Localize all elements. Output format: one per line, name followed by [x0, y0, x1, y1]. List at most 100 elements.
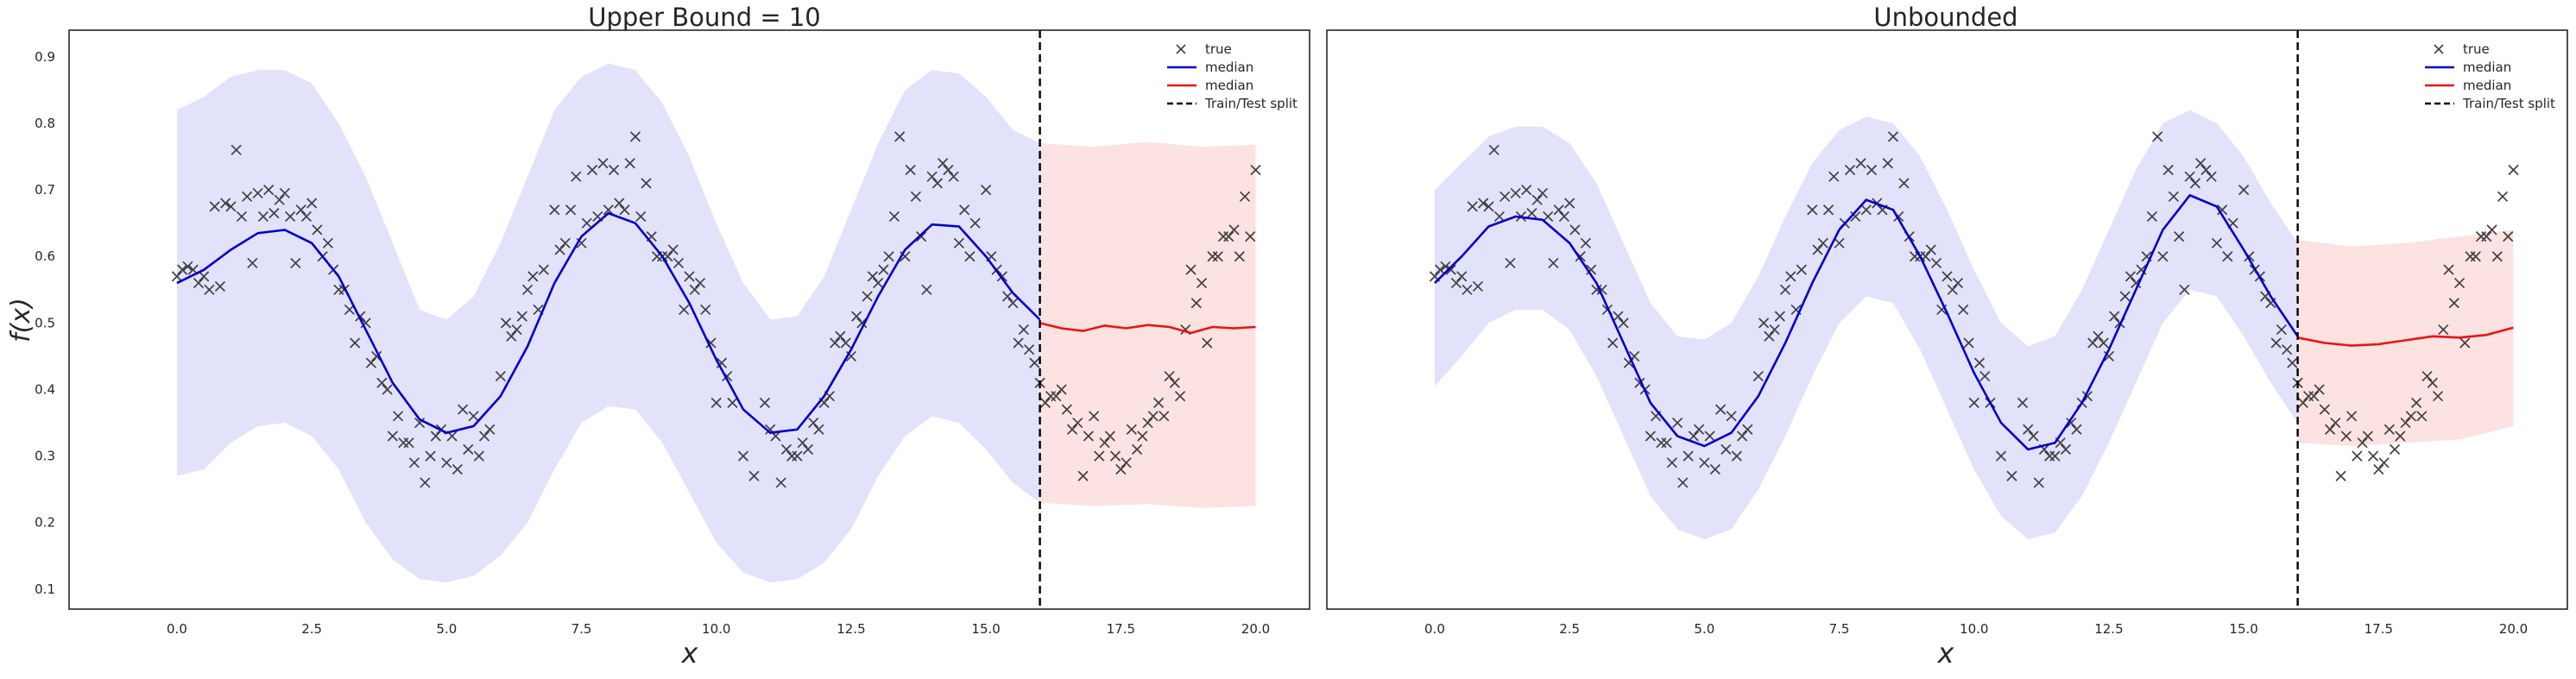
true-point-marker — [1822, 204, 1834, 216]
train-uncertainty-band — [177, 63, 1040, 583]
true-point-marker — [521, 284, 534, 295]
true-point-marker — [2098, 337, 2109, 349]
true-point-marker — [581, 217, 592, 229]
true-point-marker — [403, 437, 414, 449]
true-point-marker — [2238, 185, 2250, 196]
true-point-marker — [2486, 224, 2497, 236]
test-median-line — [2297, 326, 2514, 347]
x-axis-label: x — [681, 637, 699, 670]
true-point-marker — [684, 271, 695, 282]
true-point-marker — [468, 411, 479, 422]
true-point-marker — [1817, 237, 1828, 248]
true-point-marker — [614, 198, 625, 209]
true-point-marker — [549, 204, 560, 216]
true-point-marker — [780, 443, 792, 455]
y-tick-label: 0.6 — [35, 248, 55, 264]
true-point-marker — [679, 304, 690, 316]
chart-panel-upper-bound: Upper Bound = 10 0.0 2.5 5.0 7.5 10.0 12.5 15.… — [35, 3, 1310, 670]
true-point-marker — [414, 417, 426, 429]
true-point-marker — [1094, 450, 1105, 462]
true-point-marker — [1196, 277, 1208, 289]
true-point-marker — [1478, 198, 1489, 209]
true-point-marker — [1952, 277, 1964, 289]
true-point-marker — [2395, 431, 2406, 442]
true-point-marker — [1061, 404, 1072, 415]
true-point-marker — [1056, 384, 1067, 395]
true-point-marker — [2453, 277, 2466, 289]
true-point-marker — [830, 337, 841, 349]
true-point-marker — [322, 237, 333, 248]
true-point-marker — [1834, 237, 1845, 248]
true-point-marker — [931, 178, 944, 189]
true-point-marker — [257, 211, 269, 223]
true-point-marker — [1152, 397, 1165, 409]
true-point-marker — [2152, 131, 2163, 142]
true-point-marker — [2438, 324, 2449, 336]
true-point-marker — [948, 171, 959, 182]
true-point-marker — [759, 397, 771, 409]
true-point-marker — [1083, 431, 1094, 442]
true-point-marker — [2162, 164, 2174, 176]
true-point-marker — [1941, 271, 1953, 282]
true-point-marker — [2508, 164, 2519, 176]
true-point-marker — [1142, 417, 1153, 429]
true-point-marker — [268, 207, 280, 219]
true-point-marker — [1618, 317, 1629, 329]
true-point-marker — [2179, 284, 2190, 295]
true-point-marker — [1677, 477, 1689, 488]
true-point-marker — [1013, 337, 1024, 349]
legend-entry: true — [2434, 41, 2490, 57]
true-point-marker — [1174, 391, 1186, 402]
true-point-marker — [1887, 131, 1899, 142]
true-point-marker — [2168, 191, 2180, 202]
true-point-marker — [1131, 443, 1143, 455]
true-point-marker — [2287, 357, 2298, 368]
true-point-marker — [1137, 431, 1148, 442]
true-point-marker — [2297, 397, 2308, 409]
true-point-marker — [2157, 251, 2169, 262]
true-point-marker — [2389, 443, 2401, 455]
true-point-marker — [2125, 271, 2137, 282]
true-point-marker — [1850, 211, 1861, 223]
x-tick-label: 12.5 — [837, 621, 865, 637]
true-point-marker — [387, 431, 398, 442]
true-point-marker — [2087, 337, 2099, 349]
true-point-marker — [484, 424, 496, 435]
true-point-marker — [1731, 450, 1742, 462]
true-point-marker — [1202, 337, 1213, 349]
true-point-marker — [565, 204, 577, 216]
true-point-marker — [1947, 284, 1958, 295]
true-point-marker — [641, 178, 652, 189]
true-point-marker — [478, 431, 490, 442]
train-uncertainty-band — [1435, 110, 2298, 539]
true-point-marker — [252, 187, 263, 199]
true-point-marker — [2071, 424, 2082, 435]
true-point-marker — [1564, 198, 1575, 209]
true-point-marker — [905, 164, 916, 176]
true-point-marker — [1445, 264, 1456, 275]
x-tick-label: 10.0 — [1960, 621, 1988, 637]
true-point-marker — [1807, 204, 1818, 216]
true-point-marker — [2049, 450, 2061, 462]
true-point-marker — [2109, 311, 2120, 322]
true-point-marker — [242, 191, 253, 202]
true-point-marker — [279, 187, 291, 199]
true-point-marker — [2340, 431, 2352, 442]
y-tick-label: 0.9 — [35, 49, 55, 65]
true-point-marker — [608, 164, 620, 176]
true-point-marker — [511, 324, 522, 336]
train-median-line — [176, 211, 1041, 434]
true-point-marker — [1007, 298, 1019, 309]
legend-entry: Train/Test split — [1167, 96, 1297, 111]
true-point-marker — [554, 244, 565, 255]
true-point-marker — [425, 450, 436, 462]
true-point-marker — [862, 291, 873, 302]
true-point-marker — [959, 204, 970, 216]
true-point-marker — [1607, 337, 1619, 349]
y-axis-label: f(x) — [6, 298, 36, 343]
true-point-marker — [306, 198, 318, 209]
true-point-marker — [2066, 417, 2077, 429]
true-point-marker — [2362, 431, 2373, 442]
true-point-marker — [463, 443, 474, 455]
true-point-marker — [1051, 391, 1062, 402]
